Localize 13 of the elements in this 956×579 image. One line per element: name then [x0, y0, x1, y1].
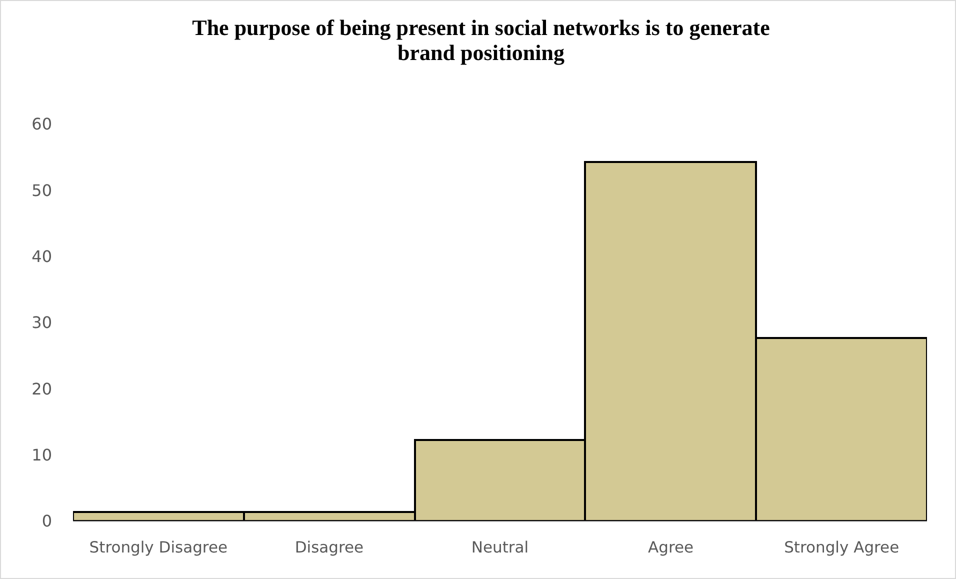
x-tick-label: Disagree	[294, 538, 364, 557]
x-tick-label: Strongly Disagree	[89, 538, 228, 557]
x-tick-label: Neutral	[471, 538, 529, 557]
y-tick-label: 60	[32, 114, 52, 134]
y-tick-label: 20	[32, 379, 52, 398]
x-tick-label: Strongly Agree	[784, 538, 900, 557]
y-tick-label: 10	[32, 445, 52, 464]
x-tick-label: Agree	[648, 538, 694, 557]
chart-title: The purpose of being present in social networks is to generate brand positioning	[191, 15, 771, 65]
y-tick-label: 50	[32, 180, 52, 200]
y-tick-label: 0	[42, 512, 52, 531]
y-tick-label: 40	[32, 246, 52, 266]
y-tick-label: 30	[32, 313, 52, 332]
